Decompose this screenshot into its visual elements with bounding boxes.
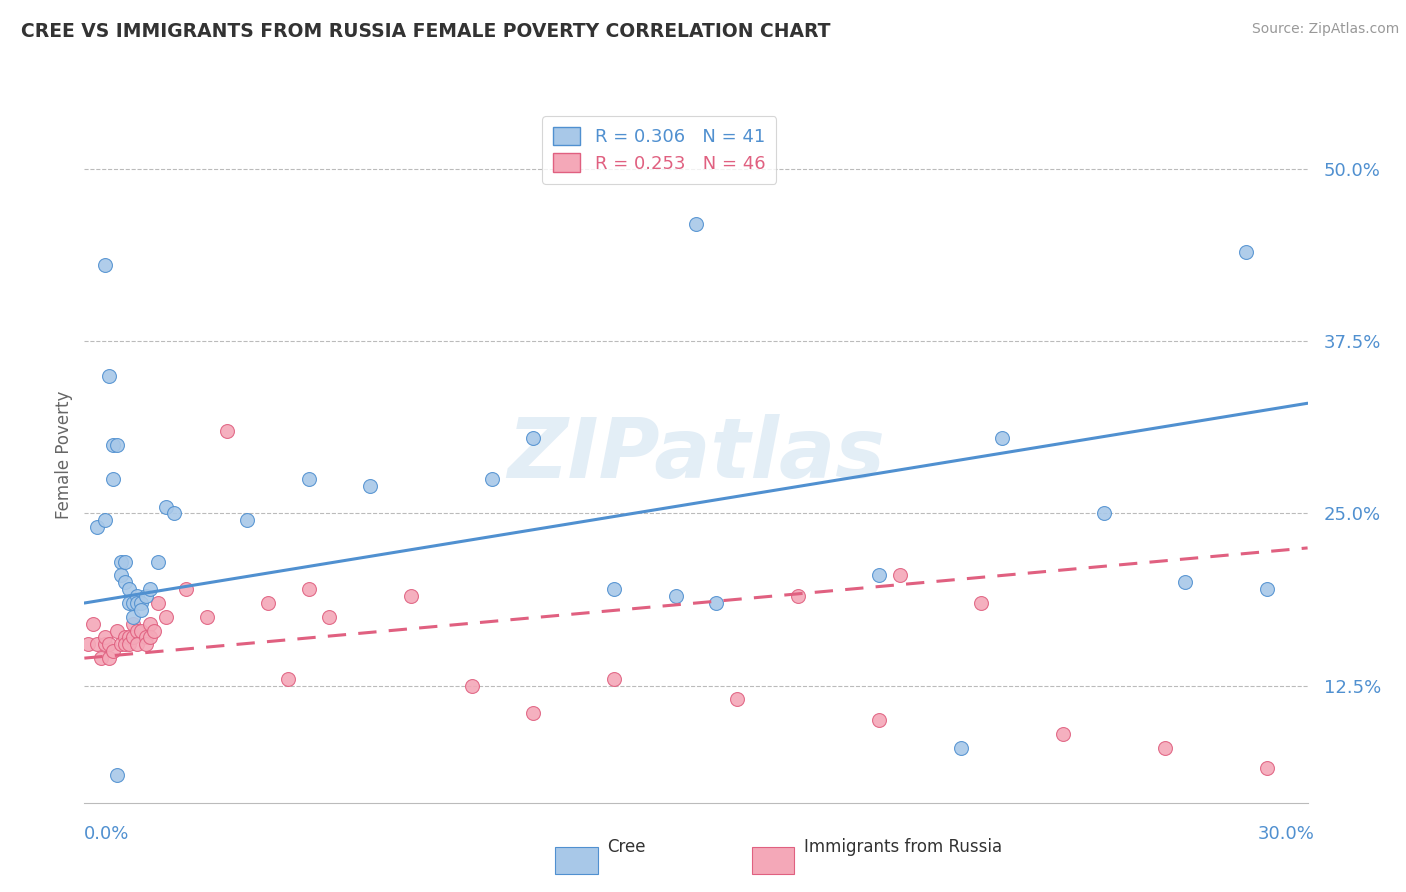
Text: 30.0%: 30.0% — [1258, 825, 1315, 843]
Point — [135, 631, 157, 645]
Text: 0.0%: 0.0% — [84, 825, 129, 843]
Point — [118, 582, 141, 597]
Point — [138, 582, 160, 597]
Point — [101, 472, 124, 486]
Point — [970, 596, 993, 610]
Point — [114, 575, 136, 590]
Point — [135, 637, 157, 651]
Point — [86, 520, 108, 534]
Point — [110, 568, 132, 582]
Point — [122, 596, 145, 610]
Point — [950, 740, 973, 755]
Point — [991, 431, 1014, 445]
Point — [298, 472, 321, 486]
Point — [217, 424, 239, 438]
Point — [118, 596, 141, 610]
Point — [82, 616, 104, 631]
Point — [461, 679, 484, 693]
Point — [127, 637, 149, 651]
Point — [146, 596, 169, 610]
Point — [127, 596, 149, 610]
Point — [101, 644, 124, 658]
Point — [163, 507, 186, 521]
Point — [869, 568, 891, 582]
Point — [131, 603, 153, 617]
Point — [138, 616, 160, 631]
Point — [1174, 575, 1197, 590]
Point — [704, 596, 728, 610]
Point — [122, 609, 145, 624]
Point — [195, 609, 218, 624]
Point — [101, 437, 124, 451]
Text: Immigrants from Russia: Immigrants from Russia — [804, 838, 1002, 856]
Point — [522, 431, 544, 445]
Point — [725, 692, 748, 706]
Point — [787, 589, 810, 603]
Point — [90, 651, 112, 665]
Point — [236, 513, 259, 527]
Point — [1092, 507, 1115, 521]
Point — [114, 637, 136, 651]
Point — [399, 589, 422, 603]
Text: Source: ZipAtlas.com: Source: ZipAtlas.com — [1251, 22, 1399, 37]
Point — [118, 631, 141, 645]
Point — [93, 513, 115, 527]
Point — [1052, 727, 1074, 741]
Point — [155, 500, 177, 514]
Point — [138, 631, 160, 645]
Point — [174, 582, 197, 597]
Point — [97, 368, 120, 383]
Point — [105, 624, 128, 638]
Legend: R = 0.306   N = 41, R = 0.253   N = 46: R = 0.306 N = 41, R = 0.253 N = 46 — [543, 116, 776, 184]
Point — [135, 589, 157, 603]
Point — [118, 637, 141, 651]
Point — [127, 624, 149, 638]
Point — [114, 631, 136, 645]
Point — [131, 624, 153, 638]
Point — [122, 631, 145, 645]
Point — [257, 596, 280, 610]
Point — [110, 555, 132, 569]
Y-axis label: Female Poverty: Female Poverty — [55, 391, 73, 519]
Point — [522, 706, 544, 721]
Point — [93, 631, 115, 645]
Point — [114, 555, 136, 569]
Point — [664, 589, 686, 603]
Point — [93, 637, 115, 651]
Point — [1256, 761, 1278, 775]
Point — [603, 672, 626, 686]
Point — [77, 637, 100, 651]
Point — [1234, 244, 1257, 259]
Point — [105, 437, 128, 451]
Point — [155, 609, 177, 624]
Point — [97, 637, 120, 651]
Point — [685, 217, 707, 231]
Point — [603, 582, 626, 597]
Point — [93, 259, 115, 273]
Text: ZIPatlas: ZIPatlas — [508, 415, 884, 495]
Point — [127, 589, 149, 603]
Point — [869, 713, 891, 727]
Text: CREE VS IMMIGRANTS FROM RUSSIA FEMALE POVERTY CORRELATION CHART: CREE VS IMMIGRANTS FROM RUSSIA FEMALE PO… — [21, 22, 831, 41]
Point — [131, 596, 153, 610]
Point — [359, 479, 381, 493]
Point — [97, 651, 120, 665]
Point — [86, 637, 108, 651]
Point — [122, 616, 145, 631]
Point — [889, 568, 911, 582]
Point — [298, 582, 321, 597]
Point — [318, 609, 340, 624]
Point — [481, 472, 503, 486]
Point — [277, 672, 299, 686]
Point — [146, 555, 169, 569]
Point — [1256, 582, 1278, 597]
Point — [1153, 740, 1175, 755]
Text: Cree: Cree — [607, 838, 645, 856]
Point — [110, 637, 132, 651]
Point — [105, 768, 128, 782]
Point — [142, 624, 165, 638]
